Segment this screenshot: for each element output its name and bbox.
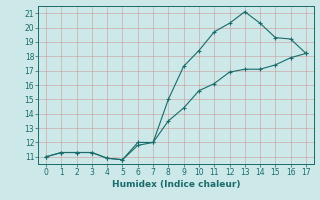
X-axis label: Humidex (Indice chaleur): Humidex (Indice chaleur) bbox=[112, 180, 240, 189]
